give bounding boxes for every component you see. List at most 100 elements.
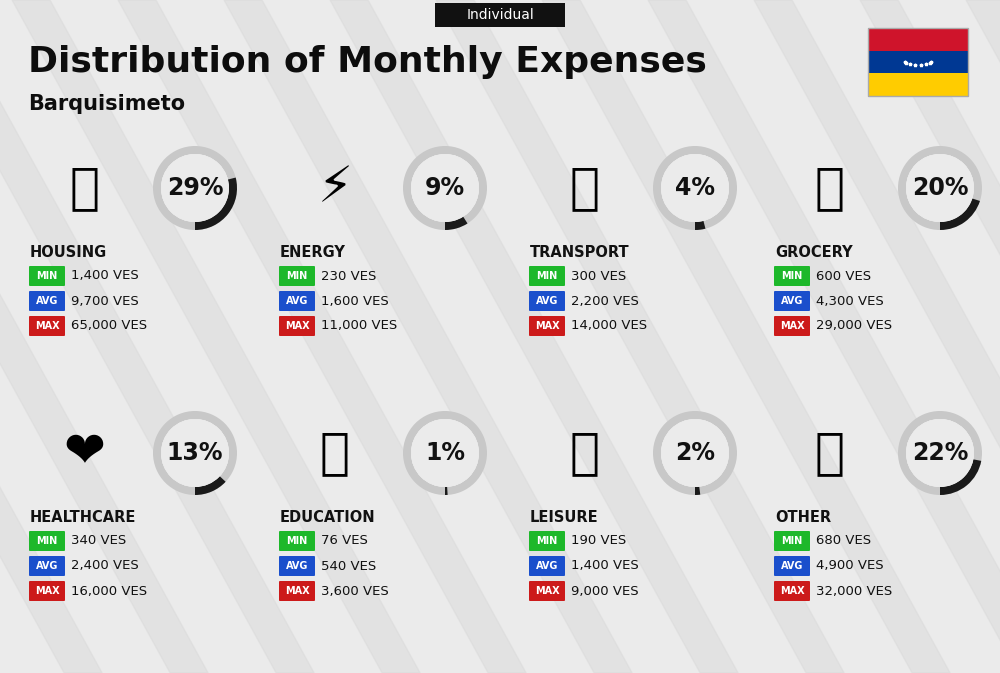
Wedge shape <box>195 476 226 495</box>
FancyBboxPatch shape <box>29 556 65 576</box>
Circle shape <box>411 419 479 487</box>
Text: 65,000 VES: 65,000 VES <box>71 320 147 332</box>
Text: MAX: MAX <box>35 321 59 331</box>
Text: EDUCATION: EDUCATION <box>280 510 376 525</box>
Polygon shape <box>966 0 1000 673</box>
FancyBboxPatch shape <box>29 266 65 286</box>
Text: 🎓: 🎓 <box>320 429 350 477</box>
Text: 1,600 VES: 1,600 VES <box>321 295 389 308</box>
Circle shape <box>411 154 479 222</box>
Polygon shape <box>754 0 1000 673</box>
Text: 9,000 VES: 9,000 VES <box>571 584 639 598</box>
FancyBboxPatch shape <box>868 50 968 74</box>
Text: 1,400 VES: 1,400 VES <box>571 559 639 573</box>
Wedge shape <box>653 411 737 495</box>
Text: 680 VES: 680 VES <box>816 534 871 548</box>
Text: AVG: AVG <box>286 296 308 306</box>
Circle shape <box>906 154 974 222</box>
Circle shape <box>661 154 729 222</box>
FancyBboxPatch shape <box>29 531 65 551</box>
Text: 2%: 2% <box>675 441 715 465</box>
Polygon shape <box>118 0 526 673</box>
Text: 300 VES: 300 VES <box>571 269 626 283</box>
Wedge shape <box>940 199 980 230</box>
FancyBboxPatch shape <box>279 581 315 601</box>
Text: 340 VES: 340 VES <box>71 534 126 548</box>
Text: OTHER: OTHER <box>775 510 831 525</box>
FancyBboxPatch shape <box>529 266 565 286</box>
Polygon shape <box>542 0 950 673</box>
Text: 20%: 20% <box>912 176 968 200</box>
Text: MAX: MAX <box>780 586 804 596</box>
Circle shape <box>661 154 729 222</box>
Text: 2,200 VES: 2,200 VES <box>571 295 639 308</box>
Text: HEALTHCARE: HEALTHCARE <box>30 510 136 525</box>
Text: 14,000 VES: 14,000 VES <box>571 320 647 332</box>
Wedge shape <box>403 411 487 495</box>
FancyBboxPatch shape <box>868 28 968 51</box>
Polygon shape <box>0 0 314 673</box>
Text: 3,600 VES: 3,600 VES <box>321 584 389 598</box>
Text: 🛒: 🛒 <box>815 164 845 212</box>
Text: MIN: MIN <box>536 271 558 281</box>
Wedge shape <box>695 487 700 495</box>
FancyBboxPatch shape <box>279 291 315 311</box>
Text: ❤️: ❤️ <box>64 429 106 477</box>
Polygon shape <box>224 0 632 673</box>
Text: GROCERY: GROCERY <box>775 245 853 260</box>
Wedge shape <box>153 146 237 230</box>
Text: AVG: AVG <box>536 296 558 306</box>
Text: HOUSING: HOUSING <box>30 245 107 260</box>
FancyBboxPatch shape <box>29 316 65 336</box>
FancyBboxPatch shape <box>279 531 315 551</box>
FancyBboxPatch shape <box>435 3 565 27</box>
Text: MAX: MAX <box>285 586 309 596</box>
FancyBboxPatch shape <box>529 291 565 311</box>
Text: AVG: AVG <box>36 561 58 571</box>
Wedge shape <box>403 146 487 230</box>
Text: ENERGY: ENERGY <box>280 245 346 260</box>
Text: MAX: MAX <box>35 586 59 596</box>
Text: ⚡: ⚡ <box>317 164 353 212</box>
Text: AVG: AVG <box>36 296 58 306</box>
Text: 29,000 VES: 29,000 VES <box>816 320 892 332</box>
Text: 13%: 13% <box>167 441 223 465</box>
Text: MIN: MIN <box>536 536 558 546</box>
Text: 1%: 1% <box>425 441 465 465</box>
Text: 22%: 22% <box>912 441 968 465</box>
Circle shape <box>906 419 974 487</box>
Text: 190 VES: 190 VES <box>571 534 626 548</box>
Wedge shape <box>653 146 737 230</box>
Text: 🛍️: 🛍️ <box>570 429 600 477</box>
Text: AVG: AVG <box>536 561 558 571</box>
Circle shape <box>661 419 729 487</box>
Wedge shape <box>445 217 468 230</box>
Text: 🚌: 🚌 <box>570 164 600 212</box>
Text: 4,900 VES: 4,900 VES <box>816 559 884 573</box>
Text: AVG: AVG <box>781 296 803 306</box>
Polygon shape <box>0 0 208 673</box>
Text: 29%: 29% <box>167 176 223 200</box>
Text: AVG: AVG <box>286 561 308 571</box>
Text: MIN: MIN <box>36 536 58 546</box>
Wedge shape <box>695 221 705 230</box>
FancyBboxPatch shape <box>279 266 315 286</box>
FancyBboxPatch shape <box>868 73 968 96</box>
Text: LEISURE: LEISURE <box>530 510 599 525</box>
FancyBboxPatch shape <box>279 316 315 336</box>
FancyBboxPatch shape <box>279 556 315 576</box>
Text: MAX: MAX <box>285 321 309 331</box>
Circle shape <box>161 419 229 487</box>
Text: TRANSPORT: TRANSPORT <box>530 245 630 260</box>
Text: 11,000 VES: 11,000 VES <box>321 320 397 332</box>
FancyBboxPatch shape <box>774 316 810 336</box>
Wedge shape <box>153 411 237 495</box>
FancyBboxPatch shape <box>29 291 65 311</box>
Circle shape <box>906 154 974 222</box>
Text: 76 VES: 76 VES <box>321 534 368 548</box>
Text: 230 VES: 230 VES <box>321 269 376 283</box>
Text: Distribution of Monthly Expenses: Distribution of Monthly Expenses <box>28 45 707 79</box>
Circle shape <box>906 419 974 487</box>
Text: 💰: 💰 <box>815 429 845 477</box>
Text: Individual: Individual <box>466 8 534 22</box>
